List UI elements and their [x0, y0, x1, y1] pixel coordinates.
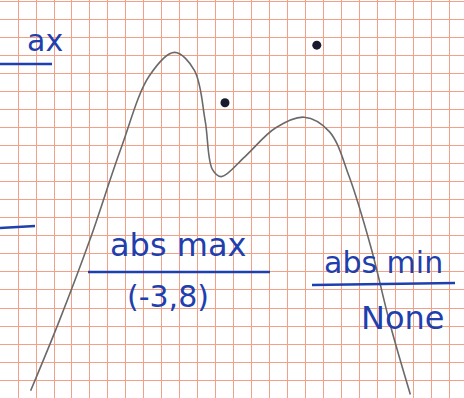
svg-text:(-3,8): (-3,8)	[127, 279, 209, 314]
svg-text:None: None	[361, 299, 444, 337]
svg-text:abs max: abs max	[110, 226, 246, 264]
svg-text:abs min: abs min	[324, 245, 443, 280]
svg-text:ax: ax	[27, 23, 63, 58]
